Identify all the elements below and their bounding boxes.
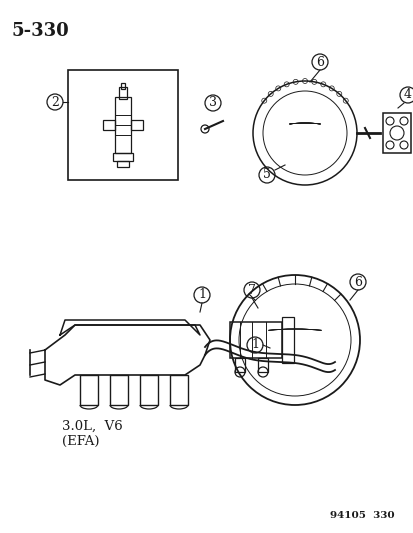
- Text: 5: 5: [262, 168, 270, 182]
- Bar: [170, 375, 188, 405]
- Bar: [140, 375, 158, 405]
- Bar: [121, 83, 125, 89]
- Bar: [80, 375, 98, 405]
- Text: 1: 1: [197, 288, 206, 302]
- Text: 1: 1: [250, 338, 259, 351]
- Bar: [131, 120, 142, 130]
- Bar: [382, 113, 410, 153]
- Text: 4: 4: [403, 88, 411, 101]
- Text: 94105  330: 94105 330: [330, 511, 394, 520]
- Bar: [230, 322, 281, 358]
- Bar: [235, 358, 244, 372]
- Text: 7: 7: [247, 284, 255, 296]
- Bar: [68, 70, 178, 180]
- Text: 2: 2: [51, 95, 59, 109]
- Bar: [103, 120, 115, 130]
- Bar: [117, 161, 129, 167]
- Bar: [257, 358, 267, 372]
- Text: 6: 6: [315, 55, 323, 69]
- Text: 6: 6: [353, 276, 361, 288]
- Text: 5-330: 5-330: [12, 22, 69, 40]
- Bar: [119, 87, 127, 99]
- Bar: [281, 317, 293, 363]
- Bar: [110, 375, 128, 405]
- Bar: [113, 153, 133, 161]
- Text: 3.0L,  V6
(EFA): 3.0L, V6 (EFA): [62, 420, 122, 448]
- Text: 3: 3: [209, 96, 216, 109]
- Bar: [115, 97, 131, 153]
